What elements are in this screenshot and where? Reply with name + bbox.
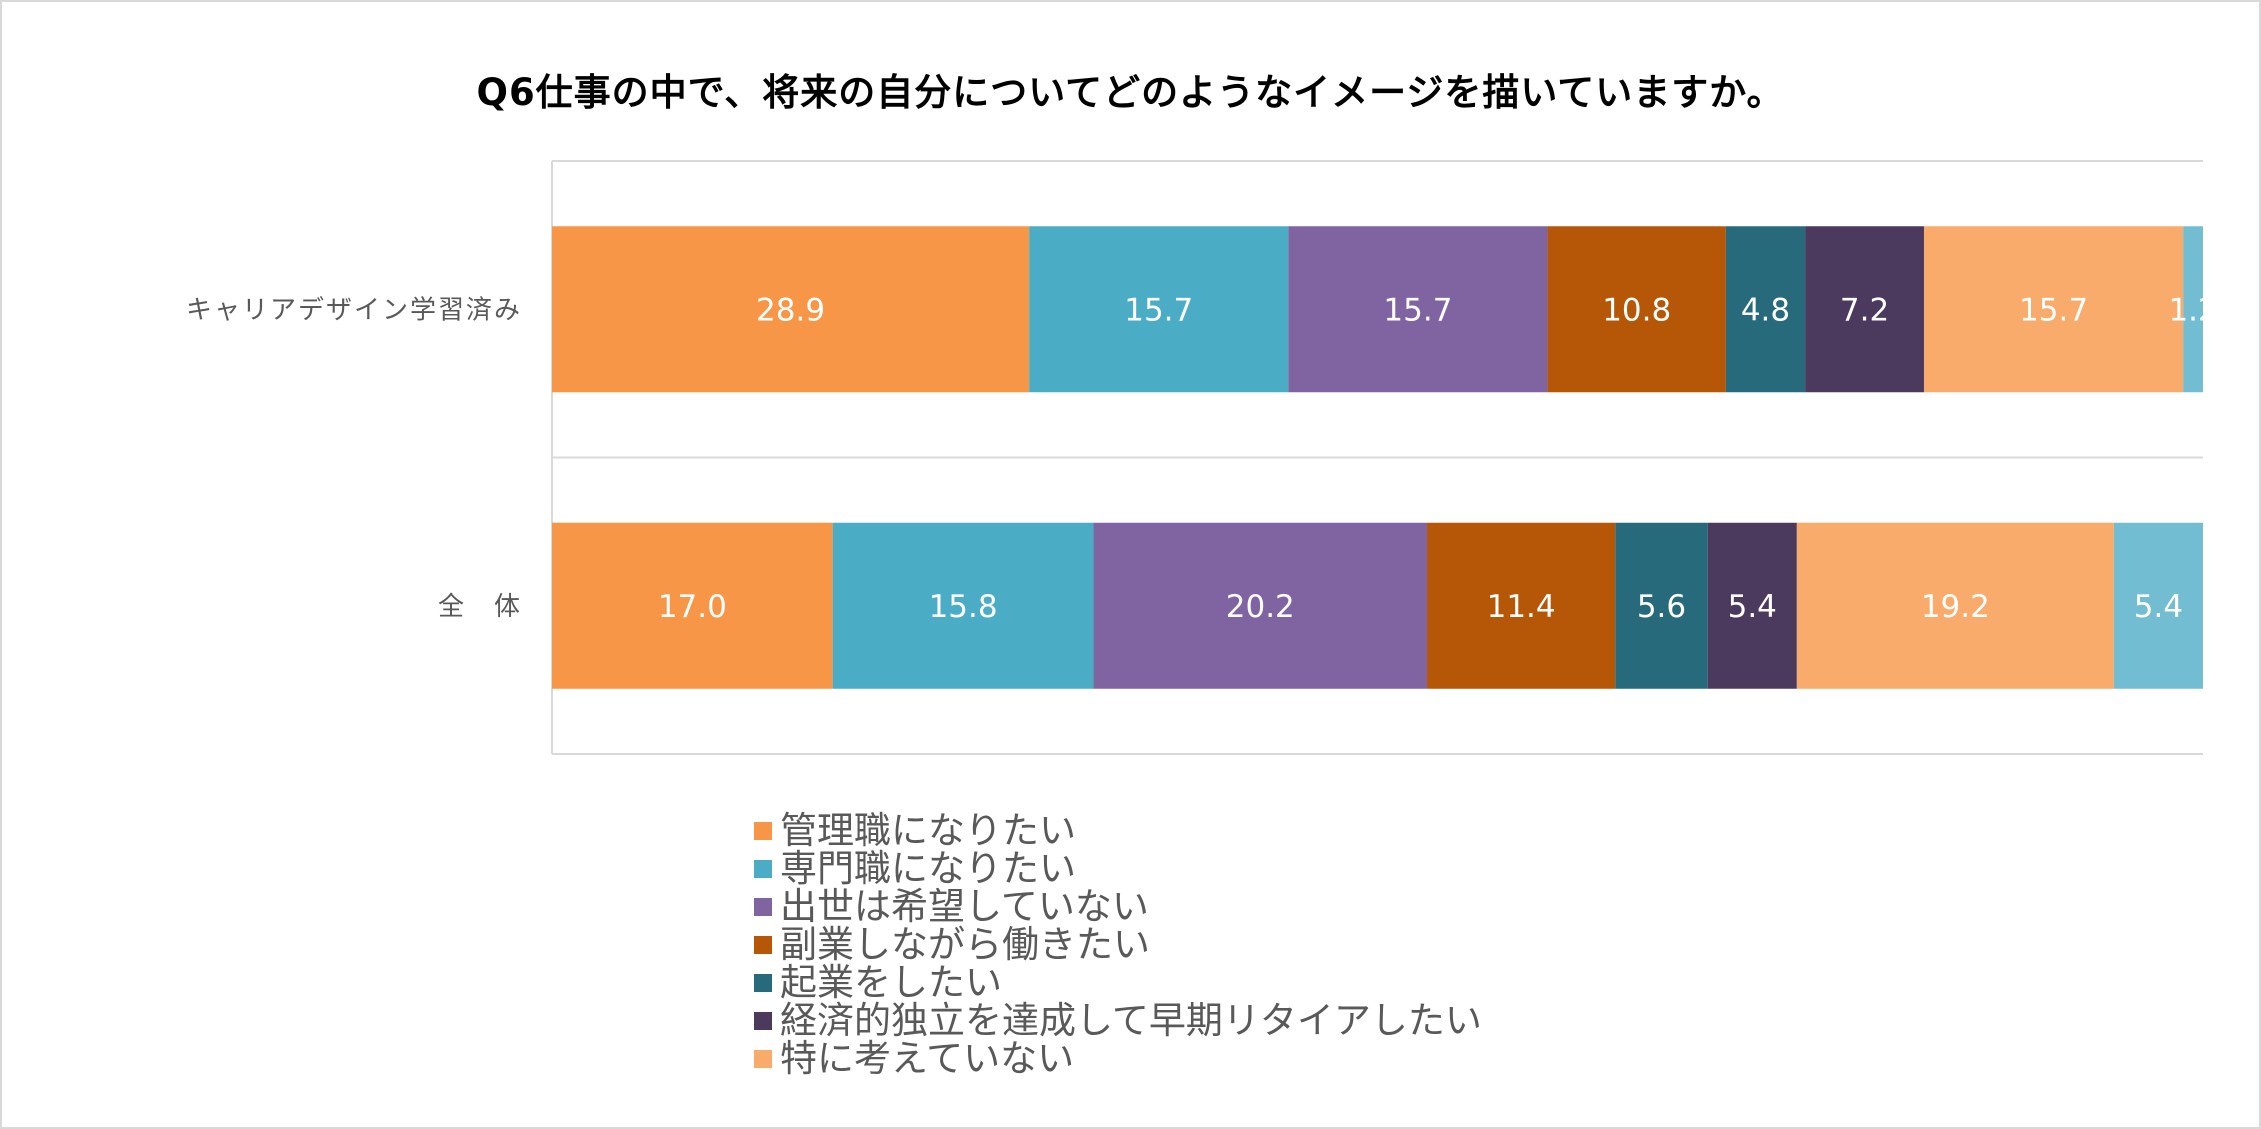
- legend-swatch: [754, 974, 772, 992]
- legend-label: 副業しながら働きたい: [780, 923, 1150, 966]
- legend-item: 管理職になりたい: [754, 812, 1482, 850]
- legend-label: 専門職になりたい: [780, 847, 1076, 890]
- bar-segment: [552, 522, 833, 689]
- legend-item: 副業しながら働きたい: [754, 926, 1482, 964]
- bar-segment: [1427, 522, 1616, 689]
- bar-segment: [1615, 522, 1708, 689]
- bar-segment: [2113, 522, 2203, 689]
- legend-item: 特に考えていない: [754, 1040, 1482, 1078]
- legend-swatch: [754, 1012, 772, 1030]
- legend-swatch: [754, 1050, 772, 1068]
- legend-item: 経済的独立を達成して早期リタイアしたい: [754, 1002, 1482, 1040]
- bar-segment: [1707, 522, 1797, 689]
- data-label: 5.4: [2134, 589, 2183, 625]
- chart-title: Q6仕事の中で、将来の自分についてどのようなイメージを描いていますか。: [476, 71, 1785, 114]
- data-label: 5.4: [1728, 589, 1777, 625]
- legend-item: 専門職になりたい: [754, 850, 1482, 888]
- bar-segment: [1547, 226, 1726, 393]
- legend: 管理職になりたい 専門職になりたい 出世は希望していない 副業しながら働きたい 起業をし…: [754, 812, 1482, 1078]
- bar-segment: [1093, 522, 1428, 689]
- data-label: 28.9: [756, 292, 825, 328]
- legend-swatch: [754, 936, 772, 954]
- bar-segment: [832, 522, 1094, 689]
- bar-segment: [1796, 522, 2114, 689]
- bar-segment: [552, 226, 1030, 393]
- bar-segment: [1288, 226, 1548, 393]
- data-label: 5.6: [1637, 589, 1686, 625]
- legend-label: 出世は希望していない: [780, 885, 1149, 928]
- legend-swatch: [754, 898, 772, 916]
- category-label: キャリアデザイン学習済み: [186, 295, 522, 325]
- data-label: 11.4: [1487, 589, 1556, 625]
- legend-label: 経済的独立を達成して早期リタイアしたい: [780, 999, 1482, 1042]
- bar-segment: [2183, 226, 2203, 393]
- data-label: 20.2: [1226, 589, 1295, 625]
- data-label: 1.2: [2168, 292, 2217, 328]
- data-label: 15.7: [1124, 292, 1193, 328]
- legend-label: 管理職になりたい: [780, 809, 1076, 852]
- legend-label: 特に考えていない: [780, 1037, 1075, 1080]
- legend-item: 出世は希望していない: [754, 888, 1482, 926]
- category-label: 全 体: [438, 592, 522, 622]
- data-label: 10.8: [1602, 292, 1671, 328]
- bar-segment: [1029, 226, 1289, 393]
- data-label: 15.7: [1383, 292, 1452, 328]
- bar-segment: [1805, 226, 1924, 393]
- bar-segment: [1725, 226, 1806, 393]
- bar-segment: [1923, 226, 2184, 393]
- data-label: 15.7: [2019, 292, 2088, 328]
- legend-label: 起業をしたい: [780, 961, 1002, 1004]
- data-label: 4.8: [1741, 292, 1790, 328]
- data-label: 7.2: [1840, 292, 1889, 328]
- data-label: 19.2: [1921, 589, 1990, 625]
- legend-swatch: [754, 860, 772, 878]
- legend-item: 起業をしたい: [754, 964, 1482, 1002]
- data-label: 17.0: [658, 589, 727, 625]
- legend-swatch: [754, 822, 772, 840]
- data-label: 15.8: [929, 589, 998, 625]
